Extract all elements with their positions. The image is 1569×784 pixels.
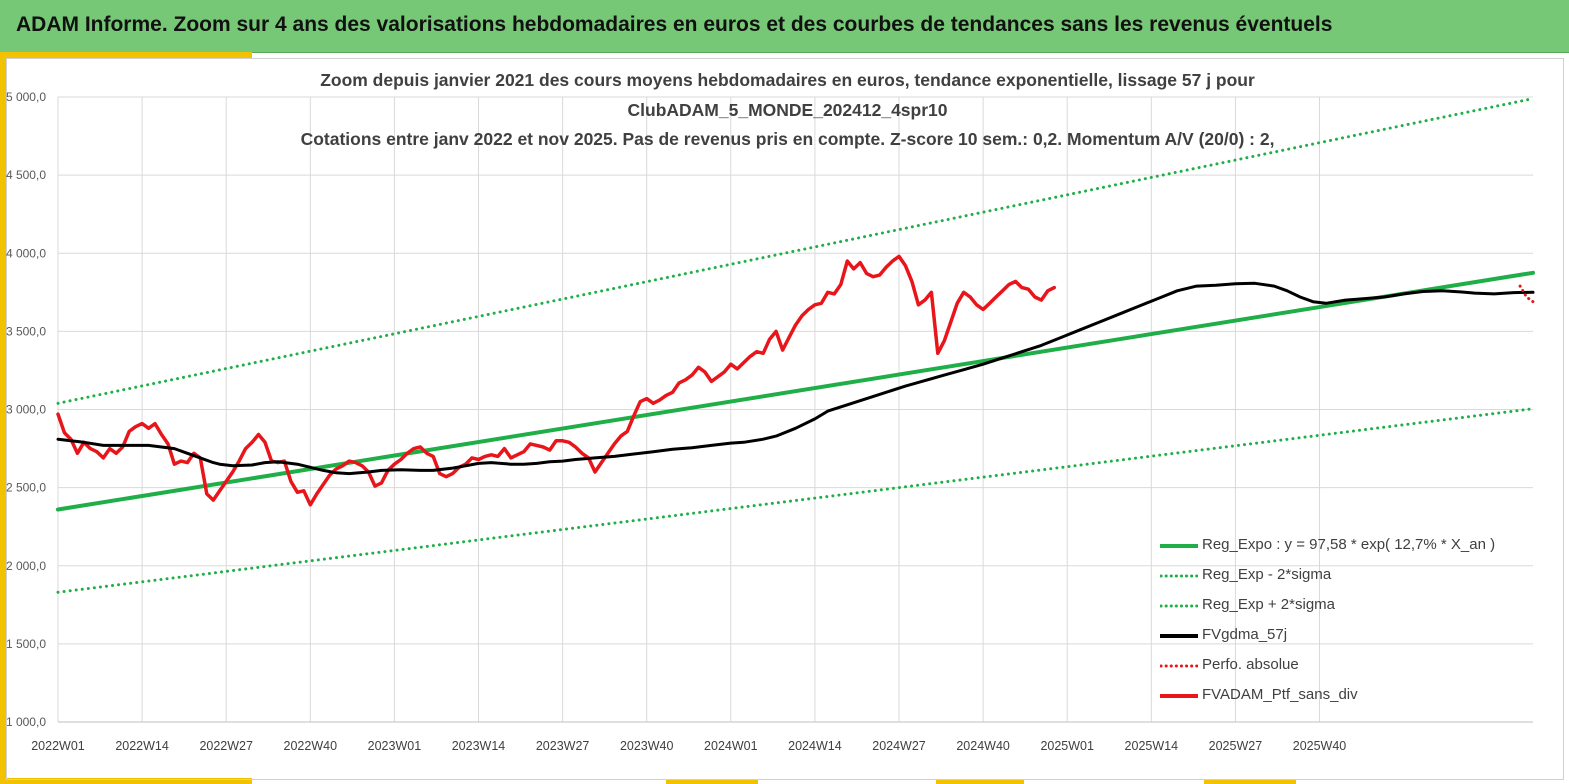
series-reg-exp-minus-2sigma <box>56 407 1535 594</box>
x-tick-label: 2022W14 <box>115 739 169 753</box>
legend-label: FVADAM_Ptf_sans_div <box>1202 686 1358 703</box>
y-tick-label: 1 500,0 <box>6 637 46 651</box>
y-tick-label: 4 000,0 <box>6 246 46 260</box>
x-tick-label: 2025W27 <box>1209 739 1263 753</box>
y-tick-label: 4 500,0 <box>6 168 46 182</box>
legend-item-reg-exp-minus: Reg_Exp - 2*sigma <box>1160 566 1540 596</box>
series-fvgdma-57j <box>56 281 1535 476</box>
x-tick-label: 2025W40 <box>1293 739 1347 753</box>
legend-item-fvgdma: FVgdma_57j <box>1160 626 1540 656</box>
x-tick-label: 2024W40 <box>956 739 1010 753</box>
accent-bar-left <box>0 52 6 784</box>
accent-bar-bottom <box>0 778 252 784</box>
legend-label: Reg_Expo : y = 97,58 * exp( 12,7% * X_an… <box>1202 536 1496 553</box>
series-perfo-absolue <box>1518 284 1535 304</box>
x-tick-label: 2022W40 <box>284 739 338 753</box>
legend-label: FVgdma_57j <box>1202 626 1288 643</box>
accent-bar-bottom <box>936 780 1024 784</box>
x-tick-label: 2023W14 <box>452 739 506 753</box>
legend-label: Perfo. absolue <box>1202 656 1299 673</box>
legend-swatch <box>1160 574 1198 578</box>
y-tick-label: 3 500,0 <box>6 324 46 338</box>
y-tick-label: 5 000,0 <box>6 90 46 104</box>
x-tick-label: 2023W01 <box>368 739 422 753</box>
legend-swatch <box>1160 604 1198 608</box>
series-reg-exp-plus-2sigma <box>56 97 1535 405</box>
x-tick-label: 2022W01 <box>31 739 85 753</box>
page-title: ADAM Informe. Zoom sur 4 ans des valoris… <box>16 13 1333 36</box>
x-tick-label: 2024W01 <box>704 739 758 753</box>
series-fvadam-ptf-sans-div <box>56 254 1057 507</box>
legend-item-reg-expo: Reg_Expo : y = 97,58 * exp( 12,7% * X_an… <box>1160 536 1540 566</box>
legend-item-reg-exp-plus: Reg_Exp + 2*sigma <box>1160 596 1540 626</box>
x-tick-label: 2025W01 <box>1040 739 1094 753</box>
x-tick-label: 2024W14 <box>788 739 842 753</box>
legend-swatch <box>1160 544 1198 548</box>
legend-swatch <box>1160 694 1198 698</box>
accent-bar-bottom <box>1204 780 1296 784</box>
chart-title-line-2: ClubADAM_5_MONDE_202412_4spr10 <box>627 100 948 120</box>
chart-title-line-1: Zoom depuis janvier 2021 des cours moyen… <box>320 70 1255 90</box>
title-banner: ADAM Informe. Zoom sur 4 ans des valoris… <box>0 0 1569 53</box>
legend-label: Reg_Exp - 2*sigma <box>1202 566 1332 583</box>
y-tick-label: 2 000,0 <box>6 559 46 573</box>
legend-item-perfo-absolue: Perfo. absolue <box>1160 656 1540 686</box>
y-tick-label: 2 500,0 <box>6 481 46 495</box>
legend-label: Reg_Exp + 2*sigma <box>1202 596 1335 613</box>
legend-swatch <box>1160 634 1198 638</box>
chart-legend: Reg_Expo : y = 97,58 * exp( 12,7% * X_an… <box>1160 536 1540 716</box>
chart-area-border <box>6 58 1564 780</box>
x-tick-label: 2024W27 <box>872 739 926 753</box>
legend-swatch <box>1160 664 1198 668</box>
y-tick-label: 1 000,0 <box>6 715 46 729</box>
x-tick-label: 2023W40 <box>620 739 674 753</box>
chart-title-line-3: Cotations entre janv 2022 et nov 2025. P… <box>300 129 1275 149</box>
accent-bar-bottom <box>666 780 758 784</box>
legend-item-fvadam: FVADAM_Ptf_sans_div <box>1160 686 1540 716</box>
x-tick-label: 2022W27 <box>199 739 253 753</box>
series-reg-expo <box>56 270 1535 512</box>
x-tick-label: 2025W14 <box>1125 739 1179 753</box>
accent-bar-top <box>6 52 252 58</box>
x-tick-label: 2023W27 <box>536 739 590 753</box>
y-tick-label: 3 000,0 <box>6 403 46 417</box>
